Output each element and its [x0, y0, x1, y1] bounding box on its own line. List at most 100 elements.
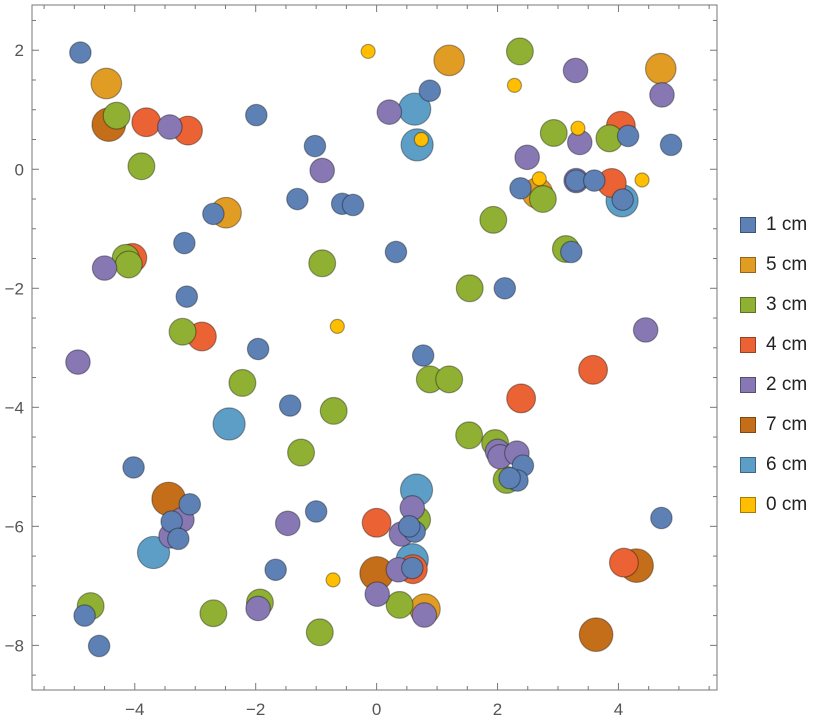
y-tick-label: −4 — [5, 398, 24, 417]
bubble-1cm — [341, 193, 365, 217]
legend-label: 3 cm — [766, 294, 808, 315]
bubble-1cm — [418, 79, 442, 102]
bubble-2cm — [91, 255, 118, 281]
bubble-3cm — [319, 396, 348, 425]
legend-label: 7 cm — [766, 414, 808, 435]
bubble-3cm — [114, 250, 143, 279]
legend-swatch — [740, 257, 756, 273]
bubble-1cm — [397, 515, 421, 538]
x-tick-label: −2 — [246, 700, 265, 719]
bubble-1cm — [650, 506, 673, 530]
bubble-0cm — [413, 131, 429, 148]
legend: 1 cm 5 cm 3 cm 4 cm 2 cm 7 cm 6 cm 0 cm — [740, 205, 807, 525]
bubble-1cm — [122, 456, 145, 479]
bubble-1cm — [304, 500, 328, 523]
bubble-2cm — [632, 317, 659, 343]
bubble-7cm — [578, 617, 614, 653]
bubble-1cm — [611, 188, 634, 211]
bubble-3cm — [528, 185, 557, 214]
bubble-3cm — [308, 249, 337, 278]
bubble-0cm — [329, 318, 345, 334]
bubble-2cm — [309, 157, 336, 184]
bubble-3cm — [435, 365, 464, 394]
legend-swatch — [740, 337, 756, 353]
bubble-0cm — [360, 43, 376, 60]
legend-item: 3 cm — [740, 285, 807, 325]
bubble-3cm — [385, 590, 414, 619]
legend-swatch — [740, 457, 756, 473]
y-tick-label: 2 — [15, 41, 24, 60]
bubble-1cm — [286, 187, 309, 211]
bubble-3cm — [505, 37, 534, 66]
bubble-2cm — [562, 57, 589, 84]
bubble-layer — [65, 37, 683, 658]
bubble-1cm — [87, 634, 111, 658]
legend-item: 0 cm — [740, 485, 807, 525]
bubble-1cm — [498, 466, 521, 490]
bubble-1cm — [73, 604, 96, 627]
bubble-2cm — [411, 602, 438, 628]
bubble-1cm — [411, 344, 435, 367]
legend-swatch — [740, 377, 756, 393]
bubble-2cm — [157, 114, 183, 140]
y-tick-label: −6 — [5, 517, 24, 536]
bubble-0cm — [325, 572, 341, 588]
bubble-4cm — [506, 383, 537, 414]
bubble-1cm — [582, 169, 606, 192]
bubble-2cm — [514, 144, 540, 171]
bubble-3cm — [102, 101, 131, 130]
bubble-1cm — [400, 556, 424, 580]
bubble-3cm — [287, 438, 316, 467]
bubble-4cm — [578, 354, 609, 385]
legend-label: 1 cm — [766, 214, 808, 235]
x-tick-label: 2 — [493, 700, 502, 719]
y-tick-label: −8 — [5, 636, 24, 655]
bubble-1cm — [69, 41, 92, 64]
bubble-0cm — [506, 77, 523, 93]
bubble-5cm — [90, 67, 123, 100]
legend-item: 2 cm — [740, 365, 807, 405]
bubble-1cm — [616, 124, 640, 148]
bubble-3cm — [455, 421, 484, 450]
legend-swatch — [740, 217, 756, 233]
axis-ticks — [32, 5, 717, 690]
bubble-0cm — [570, 120, 586, 136]
bubble-1cm — [509, 177, 532, 200]
bubble-2cm — [245, 595, 271, 622]
bubble-2cm — [65, 349, 91, 375]
bubble-5cm — [644, 52, 677, 85]
bubble-3cm — [127, 152, 156, 181]
x-axis-tick-labels: −4 −2 0 2 4 — [125, 700, 623, 719]
legend-swatch — [740, 297, 756, 313]
legend-item: 1 cm — [740, 205, 807, 245]
legend-label: 2 cm — [766, 374, 808, 395]
legend-item: 6 cm — [740, 445, 807, 485]
bubble-2cm — [364, 581, 391, 608]
bubble-0cm — [531, 171, 547, 187]
bubble-1cm — [202, 202, 225, 226]
y-axis-tick-labels: 2 0 −2 −4 −6 −8 — [5, 41, 24, 655]
bubble-1cm — [167, 527, 190, 551]
bubble-1cm — [303, 134, 327, 158]
legend-swatch — [740, 497, 756, 513]
bubble-3cm — [305, 618, 334, 647]
bubble-4cm — [361, 507, 392, 538]
bubble-4cm — [608, 547, 639, 578]
legend-label: 5 cm — [766, 254, 808, 275]
bubble-6cm — [136, 535, 171, 570]
x-tick-label: 4 — [614, 700, 623, 719]
bubble-1cm — [173, 231, 196, 255]
bubble-3cm — [479, 205, 508, 234]
legend-label: 0 cm — [766, 494, 808, 515]
legend-label: 4 cm — [766, 334, 808, 355]
bubble-3cm — [539, 118, 568, 147]
legend-swatch — [740, 417, 756, 433]
bubble-2cm — [649, 82, 675, 108]
bubble-3cm — [199, 599, 228, 628]
bubble-4cm — [131, 107, 162, 138]
legend-item: 5 cm — [740, 245, 807, 285]
legend-item: 4 cm — [740, 325, 807, 365]
bubble-1cm — [178, 493, 202, 516]
x-tick-label: −4 — [125, 700, 144, 719]
